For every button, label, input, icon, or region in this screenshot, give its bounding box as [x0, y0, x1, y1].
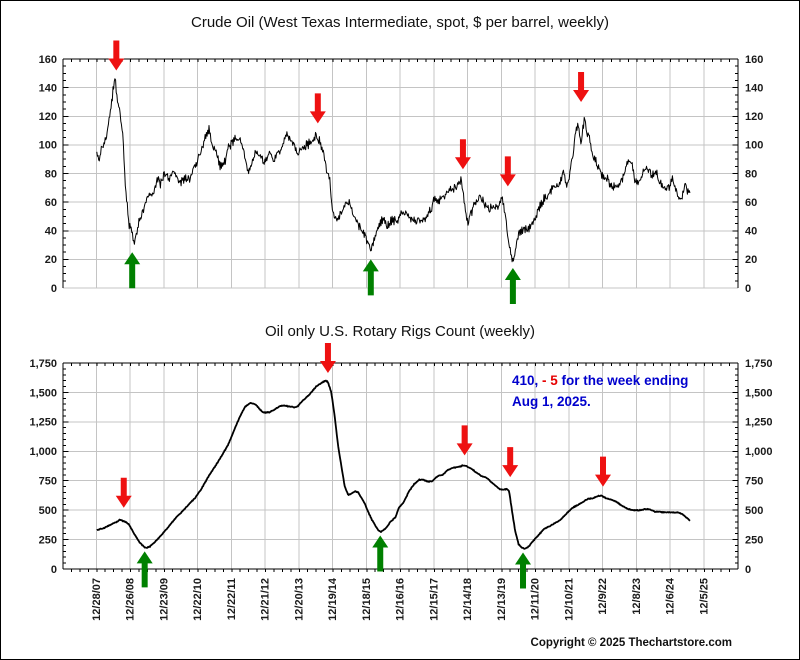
svg-text:12/8/23: 12/8/23: [631, 578, 643, 615]
svg-text:12/16/16: 12/16/16: [395, 578, 407, 621]
svg-text:20: 20: [45, 254, 57, 266]
svg-text:100: 100: [39, 140, 57, 152]
svg-text:1,000: 1,000: [745, 446, 773, 458]
svg-text:1,500: 1,500: [745, 387, 773, 399]
svg-text:12/9/22: 12/9/22: [597, 578, 609, 615]
signal-arrows: [115, 343, 611, 589]
svg-text:12/11/20: 12/11/20: [530, 578, 542, 620]
axes: [62, 362, 739, 572]
svg-text:60: 60: [745, 197, 757, 209]
rigs-chart-title: Oil only U.S. Rotary Rigs Count (weekly): [264, 323, 536, 340]
svg-text:160: 160: [745, 54, 763, 66]
svg-text:12/26/08: 12/26/08: [125, 578, 137, 621]
red-down-arrow-icon: [456, 425, 473, 456]
signal-arrows: [108, 40, 590, 304]
gridlines: [63, 363, 738, 569]
svg-text:12/22/11: 12/22/11: [226, 578, 238, 620]
svg-text:120: 120: [745, 111, 763, 123]
green-up-arrow-icon: [124, 252, 141, 289]
oil_rigs-series-line: [96, 379, 691, 550]
svg-text:60: 60: [45, 197, 57, 209]
svg-text:500: 500: [745, 505, 763, 517]
svg-text:750: 750: [39, 476, 57, 488]
red-down-arrow-icon: [502, 447, 519, 478]
svg-text:140: 140: [745, 82, 763, 94]
svg-text:12/6/24: 12/6/24: [665, 577, 677, 615]
green-up-arrow-icon: [515, 552, 532, 589]
svg-text:100: 100: [745, 140, 763, 152]
svg-text:1,750: 1,750: [29, 358, 57, 370]
svg-text:12/13/19: 12/13/19: [496, 578, 508, 621]
red-down-arrow-icon: [454, 139, 471, 170]
svg-text:12/10/21: 12/10/21: [563, 578, 575, 621]
annotation-suffix: for the week ending: [561, 373, 689, 388]
annotation-week-ending-date: Aug 1, 2025.: [512, 394, 591, 409]
svg-text:250: 250: [745, 534, 763, 546]
svg-text:12/15/17: 12/15/17: [428, 578, 440, 621]
svg-text:160: 160: [39, 54, 57, 66]
annotation-weekly-change: - 5: [542, 373, 562, 388]
green-up-arrow-icon: [362, 259, 379, 296]
rigs-latest-annotation: 410, - 5 for the week ending Aug 1, 2025.: [512, 370, 688, 412]
crude_oil-series-line: [96, 78, 691, 263]
svg-text:1,250: 1,250: [29, 417, 57, 429]
red-down-arrow-icon: [319, 343, 336, 374]
svg-text:1,000: 1,000: [29, 446, 57, 458]
svg-text:20: 20: [745, 254, 757, 266]
svg-text:12/14/18: 12/14/18: [462, 578, 474, 621]
svg-text:0: 0: [745, 283, 751, 295]
red-down-arrow-icon: [499, 156, 516, 187]
red-down-arrow-icon: [309, 93, 326, 124]
svg-text:12/18/15: 12/18/15: [361, 578, 373, 621]
svg-text:40: 40: [745, 226, 757, 238]
gridlines: [63, 59, 738, 289]
red-down-arrow-icon: [573, 71, 590, 102]
red-down-arrow-icon: [108, 40, 125, 71]
svg-text:140: 140: [39, 82, 57, 94]
red-down-arrow-icon: [115, 477, 132, 508]
svg-text:12/21/12: 12/21/12: [260, 578, 272, 621]
green-up-arrow-icon: [136, 551, 153, 588]
red-down-arrow-icon: [595, 456, 611, 487]
svg-text:1,500: 1,500: [29, 387, 57, 399]
rigs-chart-canvas: 0 0 250 250 500 500 750 750 1,000 1,000 1,250 1,250…: [29, 343, 773, 621]
copyright-text: Copyright © 2025 Thechartstore.com: [530, 637, 732, 649]
axes: [62, 58, 739, 288]
annotation-latest-value: 410,: [512, 373, 543, 388]
svg-text:80: 80: [45, 168, 57, 180]
svg-text:500: 500: [39, 505, 57, 517]
svg-text:250: 250: [39, 534, 57, 546]
svg-text:750: 750: [745, 476, 763, 488]
svg-text:12/19/14: 12/19/14: [327, 577, 339, 621]
svg-text:12/20/13: 12/20/13: [293, 578, 305, 621]
y-tick-labels: 0 0 250 250 500 500 750 750 1,000 1,000 1,250 1,250…: [29, 358, 772, 576]
green-up-arrow-icon: [372, 535, 389, 572]
svg-text:12/5/25: 12/5/25: [698, 578, 710, 615]
svg-text:12/28/07: 12/28/07: [91, 578, 103, 621]
x-tick-labels: 12/28/07 12/26/08 12/23/09 12/22/10 12/22/11…: [91, 577, 711, 621]
y-tick-labels: 0 0 20 20 40 40 60 60 80 80 100 100 120 120 140 140 160 1…: [39, 54, 764, 295]
svg-text:12/22/10: 12/22/10: [192, 578, 204, 621]
svg-text:80: 80: [745, 168, 757, 180]
svg-text:0: 0: [51, 564, 57, 576]
svg-text:1,750: 1,750: [745, 358, 773, 370]
svg-text:0: 0: [51, 283, 57, 295]
svg-text:120: 120: [39, 111, 57, 123]
svg-text:1,250: 1,250: [745, 417, 773, 429]
svg-text:12/23/09: 12/23/09: [158, 578, 170, 621]
crude-oil-chart-canvas: 0 0 20 20 40 40 60 60 80 80 100 100 120 120 140 140 160 1…: [39, 40, 764, 304]
crude-oil-chart-title: Crude Oil (West Texas Intermediate, spot…: [191, 14, 609, 31]
green-up-arrow-icon: [504, 267, 521, 304]
svg-text:40: 40: [45, 226, 57, 238]
svg-text:0: 0: [745, 564, 751, 576]
